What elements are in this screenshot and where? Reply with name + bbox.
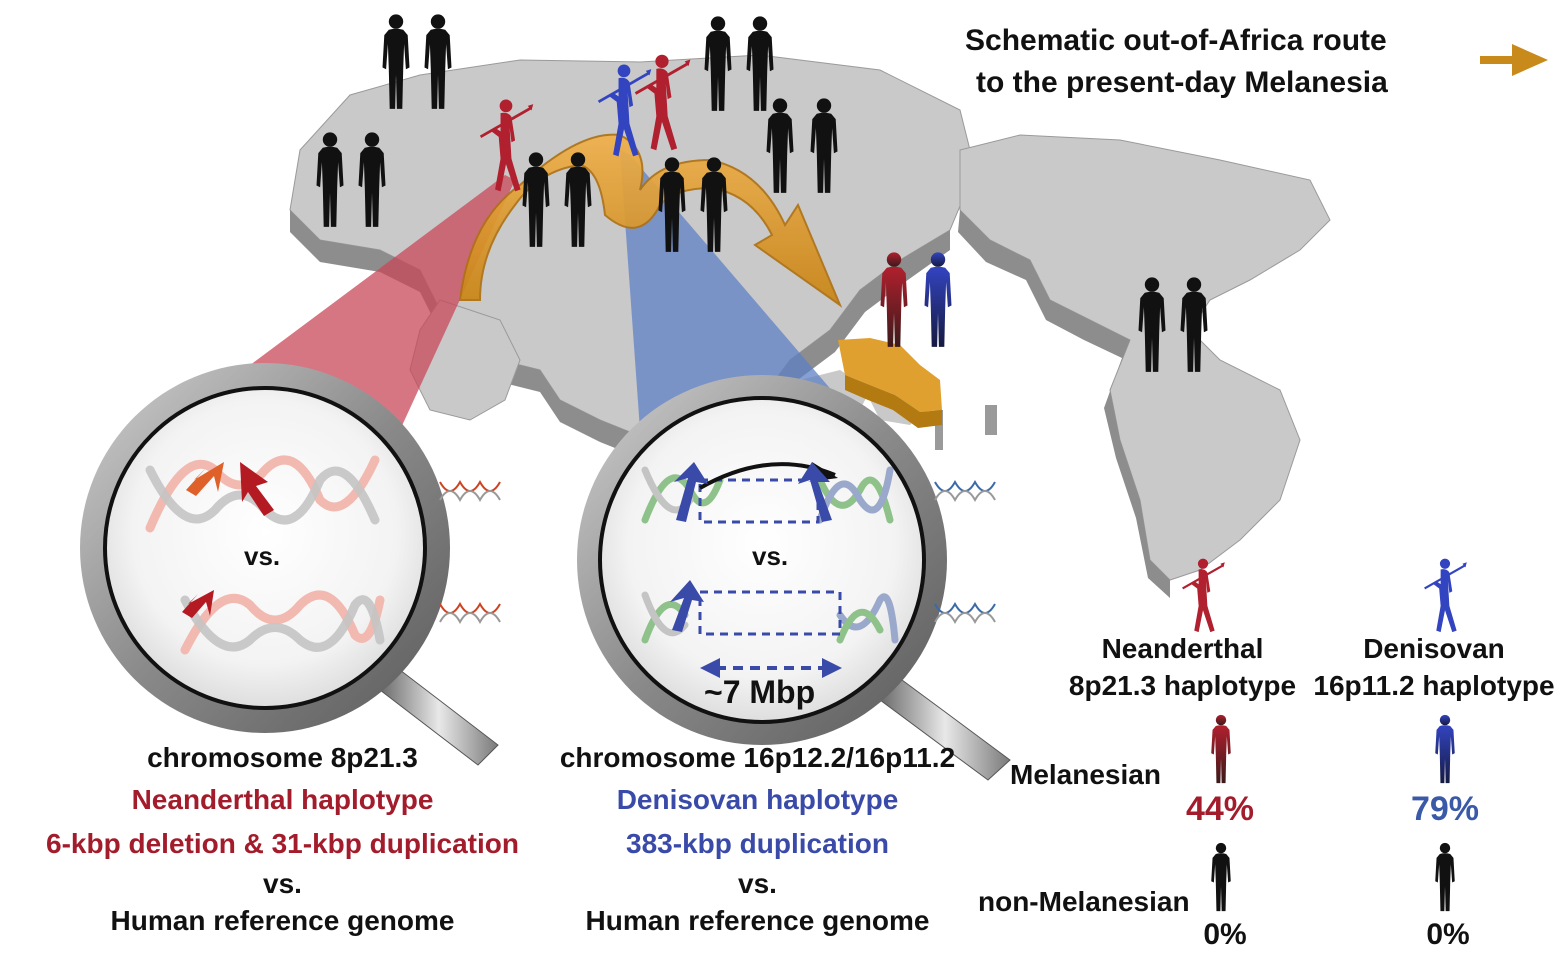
table-melanesian-icons xyxy=(1211,714,1455,784)
neanderthal-vs-label: vs. xyxy=(244,541,281,571)
table-row1-col1-value: 44% xyxy=(1185,790,1255,828)
neanderthal-caption-line2: Neanderthal haplotype xyxy=(131,784,434,815)
melanesia-highlight xyxy=(838,338,942,428)
denisovan-caption-line3: 383-kbp duplication xyxy=(626,828,889,859)
table-row1-col2-value: 79% xyxy=(1410,790,1480,828)
table-row2-label: non-Melanesian xyxy=(978,886,1190,917)
denisovan-caption-line4: vs. xyxy=(738,868,777,899)
table-row2-col2-value: 0% xyxy=(1426,918,1470,951)
neanderthal-caption-line1: chromosome 8p21.3 xyxy=(147,742,418,773)
neanderthal-zoom-cone xyxy=(230,175,515,430)
route-legend-text-line1: Schematic out-of-Africa route xyxy=(965,24,1387,57)
americas-map xyxy=(958,134,1331,598)
table-walker-icons xyxy=(1181,557,1469,634)
table-col1-header-line2: 8p21.3 haplotype xyxy=(1068,670,1297,701)
denisovan-vs-label: vs. xyxy=(752,541,789,571)
denisovan-small-helix-top xyxy=(934,479,996,503)
denisovan-caption-line5: Human reference genome xyxy=(585,905,930,936)
table-col2-header-line2: 16p11.2 haplotype xyxy=(1313,670,1555,701)
denisovan-caption-line1: chromosome 16p12.2/16p11.2 xyxy=(559,742,956,773)
neanderthal-arrows xyxy=(182,462,274,618)
denisovan-arrows xyxy=(670,462,832,632)
neanderthal-magnifier xyxy=(80,363,499,766)
mbp-span-arrow xyxy=(700,658,842,678)
table-col1-header-line1: Neanderthal xyxy=(1101,633,1264,664)
mbp-size-label: ~7 Mbp xyxy=(704,674,816,710)
denisovan-magnifier xyxy=(577,375,1011,781)
neanderthal-caption-line5: Human reference genome xyxy=(110,905,455,936)
table-col2-header-line1: Denisovan xyxy=(1363,633,1505,664)
denisovan-dashed-boxes xyxy=(698,478,842,636)
route-legend-text-line2: to the present-day Melanesia xyxy=(976,66,1388,99)
table-row1-label: Melanesian xyxy=(1010,759,1161,790)
neanderthal-small-helix-bottom xyxy=(439,601,501,625)
neanderthal-caption-line3: 6-kbp deletion & 31-kbp duplication xyxy=(46,828,519,859)
table-row2-col1-value: 0% xyxy=(1203,918,1247,951)
route-legend-arrow xyxy=(1480,44,1548,76)
neanderthal-caption-line4: vs. xyxy=(263,868,302,899)
out-of-africa-route-arrow xyxy=(458,133,843,308)
denisovan-small-helix-bottom xyxy=(934,601,996,625)
neanderthal-small-helix-top xyxy=(439,479,501,503)
denisovan-caption-line2: Denisovan haplotype xyxy=(616,784,899,815)
neanderthal-dna-helix-bottom xyxy=(180,590,385,655)
table-non-melanesian-icons xyxy=(1211,842,1455,912)
